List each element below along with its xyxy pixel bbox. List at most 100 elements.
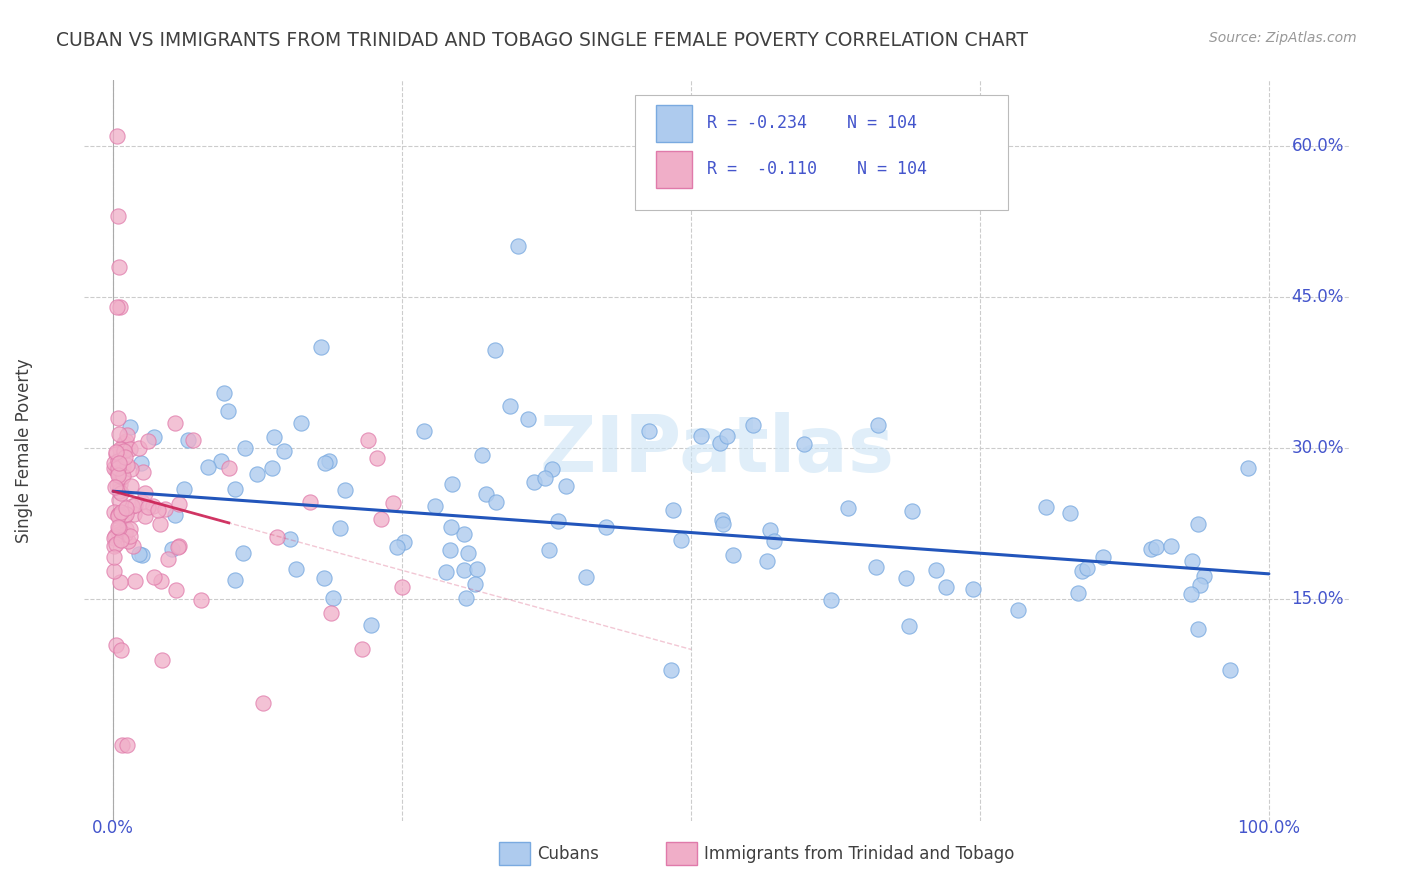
Point <box>457 546 479 560</box>
Text: Source: ZipAtlas.com: Source: ZipAtlas.com <box>1209 31 1357 45</box>
Point <box>456 591 478 605</box>
Point <box>143 430 166 444</box>
Point <box>318 453 340 467</box>
Point <box>110 505 132 519</box>
Point <box>112 510 135 524</box>
Point <box>935 581 957 595</box>
Point <box>167 539 190 553</box>
Point <box>263 430 285 444</box>
Point <box>366 451 388 466</box>
Point <box>350 641 373 656</box>
Point <box>114 508 136 522</box>
Point <box>121 539 143 553</box>
Point <box>103 549 125 564</box>
Point <box>224 482 246 496</box>
Point <box>1070 564 1092 578</box>
Point <box>111 470 134 484</box>
Text: 15.0%: 15.0% <box>1292 590 1344 608</box>
Point <box>516 412 538 426</box>
Point <box>104 479 127 493</box>
Point <box>1007 602 1029 616</box>
Point <box>690 428 713 442</box>
Point <box>107 456 129 470</box>
Point <box>128 441 150 455</box>
Point <box>290 417 312 431</box>
Point <box>595 520 617 534</box>
Point <box>1092 550 1115 565</box>
Point <box>134 486 156 500</box>
Point <box>370 512 392 526</box>
Point <box>150 574 173 588</box>
Point <box>218 461 240 475</box>
Point <box>167 540 190 554</box>
Point <box>453 563 475 577</box>
Point <box>360 618 382 632</box>
Point <box>793 437 815 451</box>
Point <box>105 463 128 477</box>
Point <box>1187 516 1209 531</box>
Point <box>637 425 659 439</box>
Point <box>110 486 132 500</box>
Point <box>1188 578 1211 592</box>
Point <box>837 500 859 515</box>
Point <box>1076 561 1098 575</box>
Point <box>896 571 918 585</box>
Point <box>423 500 446 514</box>
Point <box>150 652 173 666</box>
Point <box>165 508 187 522</box>
Point <box>110 477 132 491</box>
Text: 45.0%: 45.0% <box>1292 288 1344 306</box>
Point <box>111 469 134 483</box>
Point <box>440 520 463 534</box>
Point <box>506 239 529 253</box>
Point <box>103 460 125 475</box>
Point <box>105 537 128 551</box>
Point <box>107 524 129 539</box>
Point <box>1160 539 1182 553</box>
Point <box>108 507 131 521</box>
Point <box>1066 586 1088 600</box>
Point <box>232 546 254 560</box>
Point <box>711 517 734 532</box>
Point <box>177 434 200 448</box>
Point <box>252 696 274 710</box>
Text: Cubans: Cubans <box>537 845 599 863</box>
Point <box>108 574 131 589</box>
Point <box>108 521 131 535</box>
Point <box>233 441 256 455</box>
Point <box>485 494 508 508</box>
Point <box>103 456 125 470</box>
Point <box>153 501 176 516</box>
Point <box>273 444 295 458</box>
Point <box>224 574 246 588</box>
Point <box>136 434 159 449</box>
Point <box>124 574 146 589</box>
Point <box>148 502 170 516</box>
Point <box>103 531 125 545</box>
Point <box>156 551 179 566</box>
Point <box>124 507 146 521</box>
Point <box>142 570 165 584</box>
Point <box>107 492 129 507</box>
Point <box>484 343 506 358</box>
Point <box>132 466 155 480</box>
Point <box>190 593 212 607</box>
Point <box>112 443 135 458</box>
Point <box>149 517 172 532</box>
Point <box>742 418 765 433</box>
Text: R = -0.234    N = 104: R = -0.234 N = 104 <box>707 114 917 132</box>
Point <box>439 542 461 557</box>
Point <box>111 459 134 474</box>
Point <box>108 260 131 274</box>
Point <box>1219 663 1241 677</box>
Point <box>111 443 134 458</box>
Text: ZIPatlas: ZIPatlas <box>540 412 894 489</box>
Point <box>105 447 128 461</box>
Point <box>721 548 744 562</box>
Point <box>209 454 232 468</box>
Point <box>115 428 138 442</box>
Point <box>173 482 195 496</box>
Point <box>115 522 138 536</box>
Point <box>118 442 141 456</box>
Point <box>107 509 129 524</box>
